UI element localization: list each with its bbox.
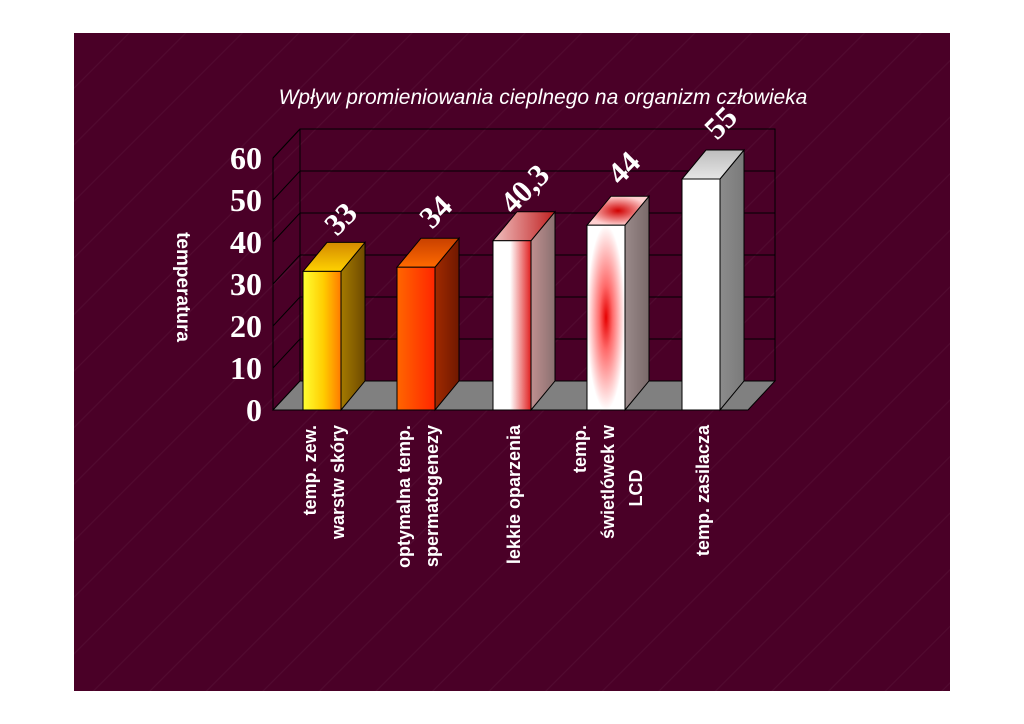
y-tick-label: 20 [230, 308, 262, 344]
x-category-label: temp. zew. [300, 425, 320, 515]
data-label: 44 [600, 144, 647, 191]
x-category-label: warstw skóry [328, 425, 348, 540]
bar-side [719, 148, 745, 412]
x-category-label: świetlówek w [598, 424, 618, 539]
bar [301, 241, 367, 412]
y-tick-label: 50 [230, 182, 262, 218]
x-category-label: temp. zasilacza [693, 424, 713, 556]
y-tick-label: 40 [230, 224, 262, 260]
gridline [272, 128, 775, 159]
y-tick-label: 30 [230, 266, 262, 302]
data-label: 40,3 [493, 157, 556, 220]
bar-front [302, 270, 342, 411]
x-category-label: optymalna temp. [394, 425, 414, 568]
bar-side [530, 210, 556, 412]
bar-side [434, 236, 460, 412]
bar-front [396, 266, 436, 411]
x-category-label: LCD [626, 470, 646, 507]
x-category-label: temp. [570, 425, 590, 473]
x-category-label: lekkie oparzenia [504, 424, 524, 564]
data-label: 34 [412, 188, 459, 235]
gridline [272, 170, 775, 201]
bar [395, 236, 461, 412]
data-label: 33 [317, 195, 364, 242]
bar [680, 148, 746, 412]
x-category-label: spermatogenezy [422, 425, 442, 567]
y-tick-label: 10 [230, 350, 262, 386]
bar-side [624, 194, 650, 412]
bar-front [492, 240, 532, 411]
bar-front [586, 224, 626, 411]
chart-title: Wpływ promieniowania cieplnego na organi… [279, 86, 808, 109]
bar-front [681, 178, 721, 411]
y-axis-label: temperatura [172, 232, 193, 342]
bar [585, 194, 651, 412]
y-tick-label: 0 [246, 392, 262, 428]
y-tick-label: 60 [230, 140, 262, 176]
bar [491, 210, 557, 412]
